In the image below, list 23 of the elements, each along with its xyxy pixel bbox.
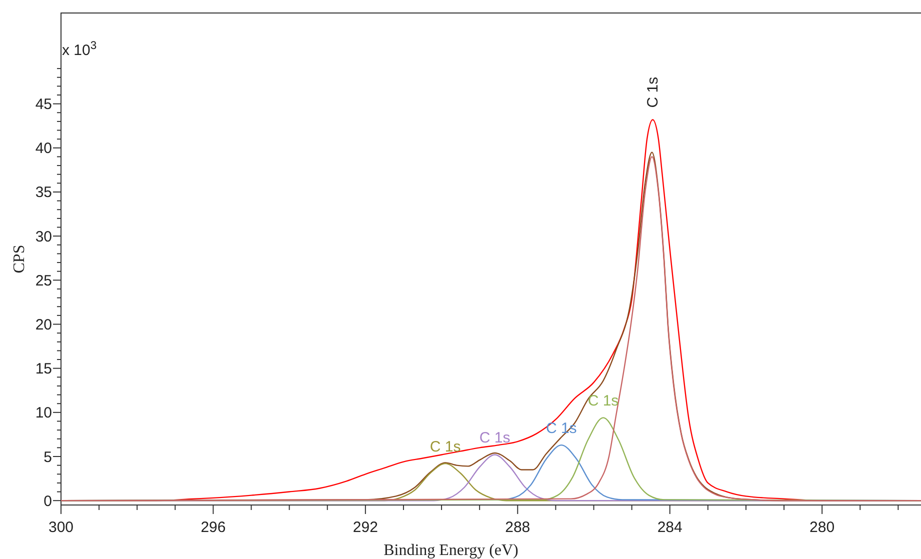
y-tick-label: 35 [35,184,52,202]
y-tick-label: 25 [35,272,52,290]
y-tick-label: 20 [35,316,52,334]
x-tick-label: 296 [200,519,226,536]
y-tick-label: 10 [35,404,52,422]
x-tick-label: 288 [505,519,530,536]
x-tick-label: 280 [810,519,835,536]
y-tick-label: 0 [44,492,52,510]
y-tick-label: 5 [44,448,52,466]
x-tick-label: 284 [657,519,682,536]
annotation: C 1s [588,392,619,410]
y-tick-label: 30 [35,228,52,246]
y-tick-label: 45 [35,96,52,114]
annotation: x 10$^{3}$ [62,40,97,59]
x-tick-label: 300 [48,519,74,536]
annotation: C 1s [430,438,461,456]
x-axis-title: Binding Energy (eV) [384,542,518,559]
y-tick-label: 40 [35,140,52,158]
y-axis-title: CPS [11,244,28,274]
y-tick-label: 15 [35,360,52,378]
annotation: C 1s [644,76,662,108]
annotation: C 1s [479,430,510,447]
x-tick-label: 292 [352,519,378,536]
